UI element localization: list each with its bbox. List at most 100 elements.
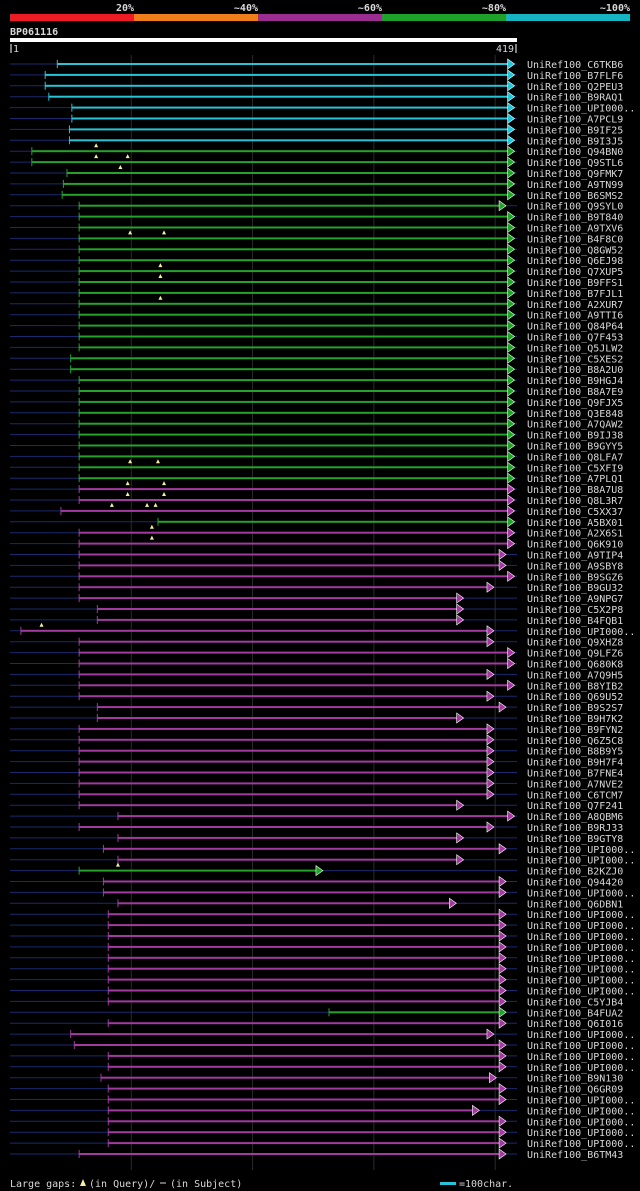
hit-bar[interactable]: [108, 1065, 501, 1068]
hit-bar[interactable]: [108, 989, 501, 992]
hit-bar[interactable]: [108, 1054, 501, 1057]
hit-bar[interactable]: [108, 1131, 501, 1134]
hit-bar[interactable]: [79, 411, 509, 414]
hit-bar[interactable]: [79, 379, 509, 382]
hit-bar[interactable]: [79, 313, 509, 316]
hit-bar[interactable]: [79, 640, 488, 643]
hit-bar[interactable]: [69, 139, 509, 142]
hit-bar[interactable]: [79, 738, 488, 741]
hit-bar[interactable]: [108, 913, 501, 916]
hit-bar[interactable]: [79, 215, 509, 218]
hit-bar[interactable]: [79, 455, 509, 458]
hit-bar[interactable]: [79, 248, 509, 251]
hit-bar[interactable]: [79, 684, 509, 687]
hit-bar[interactable]: [108, 967, 501, 970]
hit-bar[interactable]: [70, 357, 509, 360]
hit-bar[interactable]: [79, 324, 509, 327]
hit-bar[interactable]: [108, 945, 501, 948]
hit-bar[interactable]: [79, 270, 509, 273]
hit-bar[interactable]: [79, 226, 509, 229]
hit-bar[interactable]: [79, 444, 509, 447]
hit-bar[interactable]: [20, 629, 488, 632]
hit-bar[interactable]: [79, 400, 509, 403]
hit-bar[interactable]: [79, 335, 509, 338]
hit-bar[interactable]: [79, 302, 509, 305]
hit-bar[interactable]: [79, 826, 488, 828]
hit-bar[interactable]: [79, 727, 488, 730]
hit-bar[interactable]: [79, 422, 509, 425]
hit-bar[interactable]: [108, 956, 501, 959]
hit-bar[interactable]: [79, 695, 488, 698]
hit-bar[interactable]: [100, 1076, 491, 1079]
hit-bar[interactable]: [108, 935, 501, 937]
hit-bar[interactable]: [74, 1044, 501, 1046]
hit-bar[interactable]: [79, 782, 488, 785]
hit-bar[interactable]: [48, 95, 509, 98]
hit-bar[interactable]: [108, 1120, 501, 1123]
hit-bar[interactable]: [79, 673, 488, 676]
hit-bar[interactable]: [328, 1011, 501, 1014]
hit-bar[interactable]: [79, 542, 509, 545]
hit-bar[interactable]: [79, 531, 509, 534]
hit-bar[interactable]: [71, 117, 509, 120]
hit-bar[interactable]: [79, 869, 317, 872]
hit-bar[interactable]: [79, 346, 509, 349]
hit-bar[interactable]: [108, 1087, 501, 1090]
hit-bar[interactable]: [108, 1098, 501, 1101]
hit-bar[interactable]: [108, 924, 501, 927]
hit-bar[interactable]: [79, 499, 509, 501]
hit-bar[interactable]: [79, 1153, 501, 1155]
hit-bar[interactable]: [79, 586, 488, 589]
hit-bar[interactable]: [31, 150, 509, 153]
hit-bar[interactable]: [69, 128, 509, 131]
hit-bar[interactable]: [60, 509, 509, 512]
hit-bar[interactable]: [108, 1022, 501, 1025]
hit-bar[interactable]: [79, 651, 509, 654]
hit-bar[interactable]: [62, 193, 509, 196]
hit-bar[interactable]: [70, 368, 509, 371]
hit-bar[interactable]: [79, 291, 509, 294]
hit-bar[interactable]: [45, 84, 509, 87]
hit-bar[interactable]: [103, 880, 501, 883]
hit-bar[interactable]: [45, 73, 509, 76]
hit-bar[interactable]: [79, 662, 509, 665]
hit-bar[interactable]: [79, 564, 501, 567]
hit-bar[interactable]: [79, 804, 458, 807]
hit-bar[interactable]: [108, 1000, 501, 1003]
hit-bar[interactable]: [79, 237, 509, 240]
hit-bar[interactable]: [97, 717, 458, 719]
hit-bar[interactable]: [97, 608, 458, 610]
hit-bar[interactable]: [71, 106, 509, 109]
hit-bar[interactable]: [79, 259, 509, 262]
hit-bar[interactable]: [103, 847, 501, 850]
hit-bar[interactable]: [79, 390, 509, 392]
hit-bar[interactable]: [117, 902, 451, 905]
hit-bar[interactable]: [31, 161, 509, 164]
hit-bar[interactable]: [79, 204, 501, 207]
hit-bar[interactable]: [108, 1142, 501, 1145]
hit-bar[interactable]: [97, 706, 501, 709]
hit-bar[interactable]: [97, 618, 458, 621]
hit-bar[interactable]: [108, 1109, 474, 1112]
hit-bar[interactable]: [79, 793, 488, 796]
hit-bar[interactable]: [117, 836, 458, 839]
hit-bar[interactable]: [117, 858, 458, 861]
hit-bar[interactable]: [79, 281, 509, 283]
hit-bar[interactable]: [108, 978, 501, 981]
hit-bar[interactable]: [63, 182, 509, 185]
hit-bar[interactable]: [157, 520, 509, 523]
hit-bar[interactable]: [79, 553, 501, 556]
hit-bar[interactable]: [79, 488, 509, 491]
hit-bar[interactable]: [103, 891, 501, 894]
hit-bar[interactable]: [79, 575, 509, 578]
hit-bar[interactable]: [79, 477, 509, 480]
hit-bar[interactable]: [67, 172, 509, 174]
hit-bar[interactable]: [79, 749, 488, 752]
hit-bar[interactable]: [79, 466, 509, 469]
hit-bar[interactable]: [79, 597, 458, 600]
hit-bar[interactable]: [79, 771, 488, 774]
hit-bar[interactable]: [57, 63, 509, 65]
hit-bar[interactable]: [117, 815, 509, 818]
hit-bar[interactable]: [70, 1033, 488, 1036]
hit-bar[interactable]: [79, 760, 488, 763]
